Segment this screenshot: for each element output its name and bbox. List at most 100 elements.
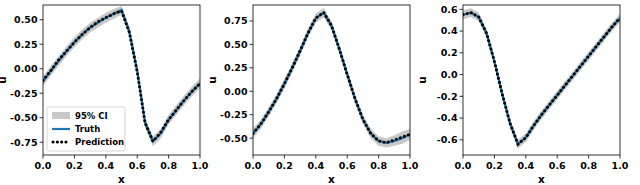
y-tick xyxy=(250,44,254,45)
x-tick-label: 1.0 xyxy=(192,160,209,171)
x-tick-label: 0.4 xyxy=(517,160,534,171)
y-tick-label: -0.50 xyxy=(220,133,248,144)
truth-line xyxy=(253,13,410,143)
x-tick-label: 0.4 xyxy=(97,160,114,171)
confidence-band xyxy=(463,8,620,148)
x-tick xyxy=(43,155,44,159)
x-tick-label: 0.0 xyxy=(245,160,262,171)
x-tick-label: 0.2 xyxy=(66,160,83,171)
y-tick xyxy=(40,117,44,118)
legend-swatch xyxy=(52,112,70,119)
plot-area xyxy=(253,8,410,148)
y-tick-label: -0.25 xyxy=(10,88,37,99)
x-tick xyxy=(557,155,558,159)
y-tick-label: 0.0 xyxy=(441,69,458,80)
x-tick xyxy=(168,155,169,159)
panel: 0.0 0.2 0.4 0.6 0.8 1.0 -0.50 -0.25 0.00 0.25 0.50… xyxy=(206,5,419,185)
x-tick xyxy=(315,155,316,159)
x-tick xyxy=(525,155,526,159)
y-tick-label: 0.00 xyxy=(14,63,38,74)
y-tick xyxy=(460,139,464,140)
y-tick xyxy=(40,142,44,143)
y-tick xyxy=(460,118,464,119)
prediction-line xyxy=(253,13,410,143)
y-axis-label: u xyxy=(206,76,218,83)
y-tick xyxy=(250,67,254,68)
y-tick-label: -0.25 xyxy=(220,109,247,120)
y-tick-label: 0.6 xyxy=(441,4,458,15)
y-tick xyxy=(460,31,464,32)
y-tick xyxy=(40,93,44,94)
x-tick-label: 1.0 xyxy=(402,160,419,171)
x-tick-label: 0.6 xyxy=(129,160,146,171)
legend: 95% CI Truth Prediction xyxy=(47,107,125,151)
x-tick xyxy=(378,155,379,159)
x-tick-label: 0.8 xyxy=(160,160,177,171)
axes-frame xyxy=(463,5,620,155)
y-tick-label: 0.25 xyxy=(224,62,247,73)
y-tick xyxy=(250,138,254,139)
axes-frame xyxy=(43,5,200,155)
y-tick xyxy=(460,74,464,75)
x-tick xyxy=(494,155,495,159)
x-tick-label: 0.2 xyxy=(486,160,503,171)
x-tick xyxy=(620,155,621,159)
x-tick-label: 0.4 xyxy=(307,160,324,171)
y-tick xyxy=(40,44,44,45)
y-tick-label: -0.4 xyxy=(437,112,458,123)
x-tick xyxy=(410,155,411,159)
y-tick xyxy=(460,96,464,97)
x-tick xyxy=(253,155,254,159)
truth-line xyxy=(463,13,620,145)
x-tick xyxy=(588,155,589,159)
x-tick-label: 0.8 xyxy=(370,160,387,171)
legend-label: Prediction xyxy=(75,137,124,147)
x-tick-label: 0.8 xyxy=(580,160,597,171)
x-tick xyxy=(463,155,464,159)
x-axis-label: x xyxy=(538,173,545,185)
y-tick-label: 0.25 xyxy=(14,39,37,50)
y-tick xyxy=(250,91,254,92)
x-tick-label: 0.0 xyxy=(35,160,52,171)
y-tick-label: 0.00 xyxy=(224,86,248,97)
y-tick-label: 0.75 xyxy=(224,15,247,26)
x-tick-label: 0.6 xyxy=(339,160,356,171)
x-tick xyxy=(200,155,201,159)
panel: 0.00.20.40.60.81.0-0.6-0.4-0.20.00.20.40… xyxy=(416,4,629,185)
y-tick xyxy=(460,52,464,53)
y-tick-label: -0.6 xyxy=(437,134,458,145)
y-tick-label: -0.2 xyxy=(437,91,458,102)
y-tick-label: 0.50 xyxy=(224,39,248,50)
x-tick xyxy=(137,155,138,159)
x-axis-label: x xyxy=(118,173,125,185)
legend-label: 95% CI xyxy=(75,111,108,121)
confidence-band xyxy=(253,8,410,148)
y-tick xyxy=(250,114,254,115)
y-tick xyxy=(40,19,44,20)
legend-box xyxy=(47,107,125,151)
legend-swatch xyxy=(52,128,70,130)
y-tick-label: 0.2 xyxy=(441,47,458,58)
y-tick-label: -0.75 xyxy=(10,137,37,148)
x-tick xyxy=(105,155,106,159)
panel: 0.0 0.2 0.4 0.6 0.8 1.0 -0.75 -0.50 -0.25 0.00 0.2… xyxy=(0,5,209,185)
y-tick xyxy=(40,68,44,69)
plot-area xyxy=(463,8,620,148)
figure: 0.0 0.2 0.4 0.6 0.8 1.0 -0.75 -0.50 -0.25 0.00 0.2… xyxy=(0,0,640,185)
x-tick xyxy=(284,155,285,159)
prediction-line xyxy=(463,13,620,145)
x-axis-label: x xyxy=(328,173,335,185)
x-tick xyxy=(347,155,348,159)
y-tick-label: -0.50 xyxy=(10,112,38,123)
x-tick-label: 0.2 xyxy=(276,160,293,171)
axes-frame xyxy=(253,5,410,155)
y-tick xyxy=(460,9,464,10)
legend-swatch xyxy=(53,141,70,144)
y-tick-label: 0.50 xyxy=(14,14,38,25)
x-tick-label: 1.0 xyxy=(612,160,629,171)
legend-label: Truth xyxy=(75,124,100,134)
y-axis-label: u xyxy=(416,76,428,83)
x-tick-label: 0.0 xyxy=(455,160,472,171)
y-tick xyxy=(250,20,254,21)
y-tick-label: 0.4 xyxy=(441,25,458,36)
